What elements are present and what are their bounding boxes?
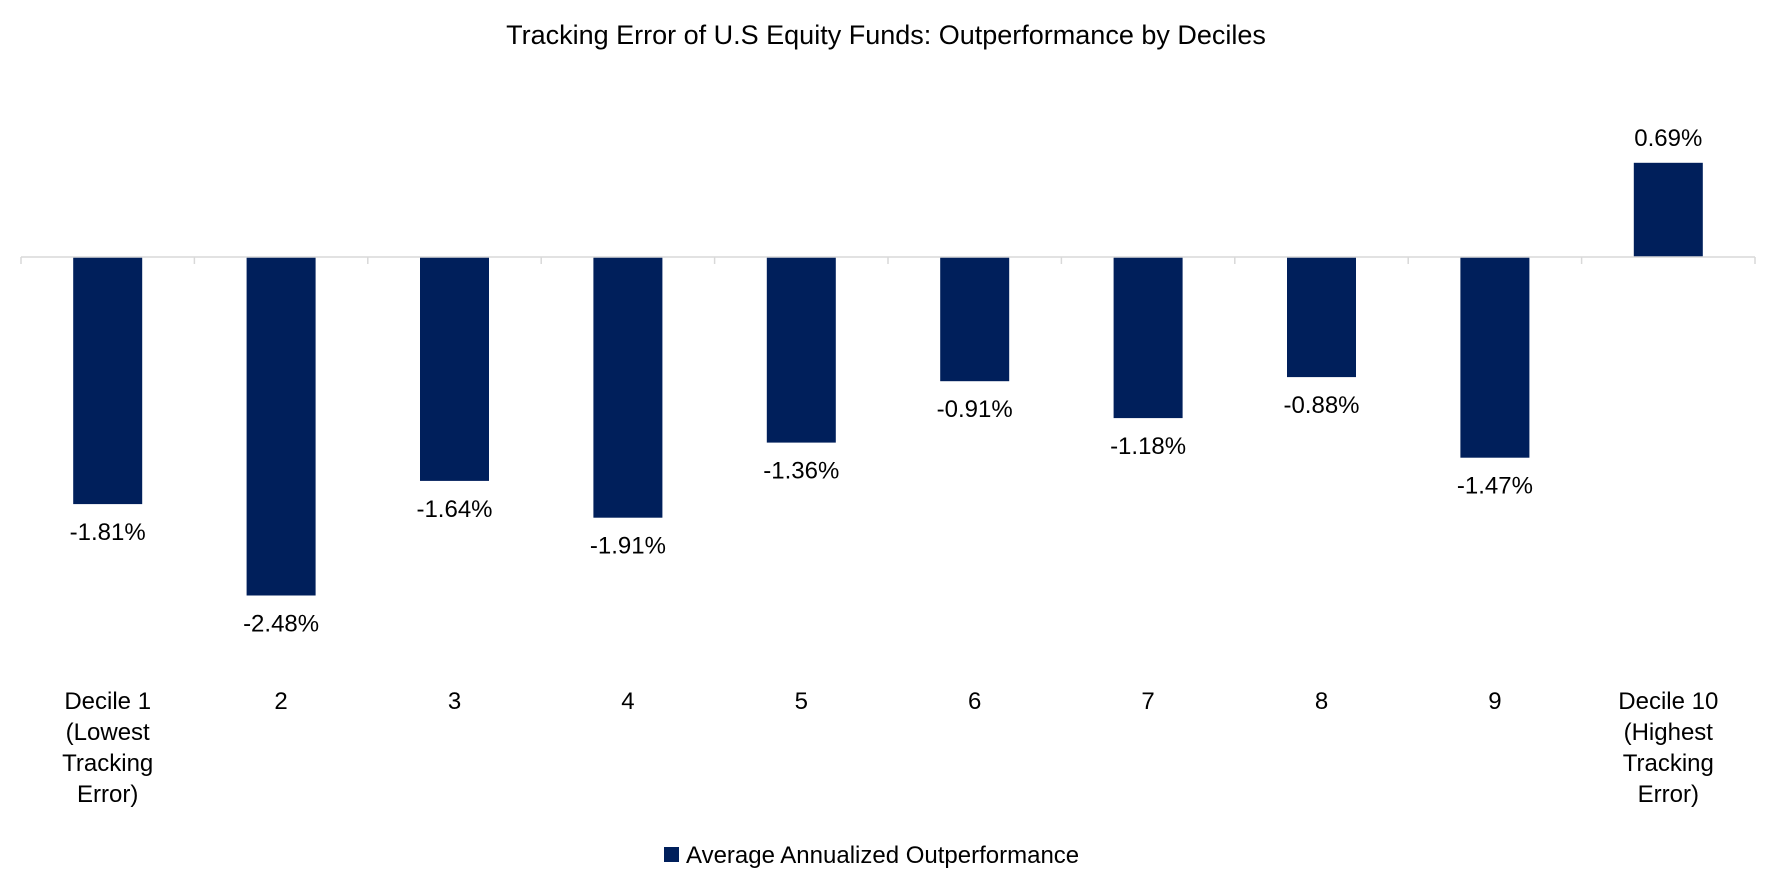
category-label-line: 4 [621, 688, 634, 715]
bar-7 [1113, 257, 1183, 419]
data-label-9: -1.47% [1457, 473, 1533, 500]
category-label-line: Tracking [62, 750, 153, 777]
bar-6 [940, 257, 1010, 382]
category-label-line: Decile 10 [1618, 688, 1718, 715]
chart-title: Tracking Error of U.S Equity Funds: Outp… [506, 20, 1266, 50]
bar-3 [420, 257, 489, 481]
data-label-8: -0.88% [1283, 392, 1359, 419]
category-label-line: Tracking [1623, 750, 1714, 777]
bar-5 [766, 257, 836, 443]
axis-layer [20, 256, 1756, 264]
legend-label: Average Annualized Outperformance [686, 842, 1079, 869]
data-label-5: -1.36% [763, 458, 839, 485]
data-label-10: 0.69% [1634, 125, 1702, 152]
category-label-6: 6 [968, 688, 981, 715]
category-label-line: 8 [1315, 688, 1328, 715]
category-label-line: Error) [77, 781, 138, 808]
category-label-1: Decile 1 (Lowest Tracking Error) [62, 688, 153, 808]
bar-1 [73, 257, 143, 505]
category-label-8: 8 [1315, 688, 1328, 715]
category-label-9: 9 [1488, 688, 1501, 715]
bars-layer [73, 162, 1703, 596]
category-label-7: 7 [1141, 688, 1154, 715]
category-label-3: 3 [448, 688, 461, 715]
data-label-1: -1.81% [70, 519, 146, 546]
category-label-line: (Lowest [66, 719, 150, 746]
data-labels-layer: -1.81% -2.48% -1.64% -1.91% -1.36% -0.91% -1.1… [70, 125, 1703, 638]
legend-swatch [664, 847, 679, 862]
category-label-line: 6 [968, 688, 981, 715]
legend: Average Annualized Outperformance [664, 842, 1079, 869]
data-label-6: -0.91% [937, 396, 1013, 423]
category-label-line: 7 [1141, 688, 1154, 715]
data-label-2: -2.48% [243, 611, 319, 638]
category-label-line: 9 [1488, 688, 1501, 715]
data-label-7: -1.18% [1110, 433, 1186, 460]
category-label-line: 5 [795, 688, 808, 715]
bar-2 [246, 257, 316, 596]
category-label-line: (Highest [1624, 719, 1714, 746]
bar-8 [1287, 257, 1356, 378]
bar-10 [1633, 162, 1703, 257]
category-label-line: 3 [448, 688, 461, 715]
category-label-line: Decile 1 [64, 688, 151, 715]
category-label-10: Decile 10 (Highest Tracking Error) [1618, 688, 1718, 808]
category-label-line: 2 [274, 688, 287, 715]
bar-9 [1460, 257, 1530, 458]
category-label-line: Error) [1638, 781, 1699, 808]
bar-4 [593, 257, 663, 518]
category-labels-layer: Decile 1 (Lowest Tracking Error) 2 3 4 5 6 7 8 9 Dec… [62, 688, 1718, 808]
category-label-2: 2 [274, 688, 287, 715]
category-label-5: 5 [795, 688, 808, 715]
data-label-4: -1.91% [590, 533, 666, 560]
category-label-4: 4 [621, 688, 634, 715]
data-label-3: -1.64% [416, 496, 492, 523]
